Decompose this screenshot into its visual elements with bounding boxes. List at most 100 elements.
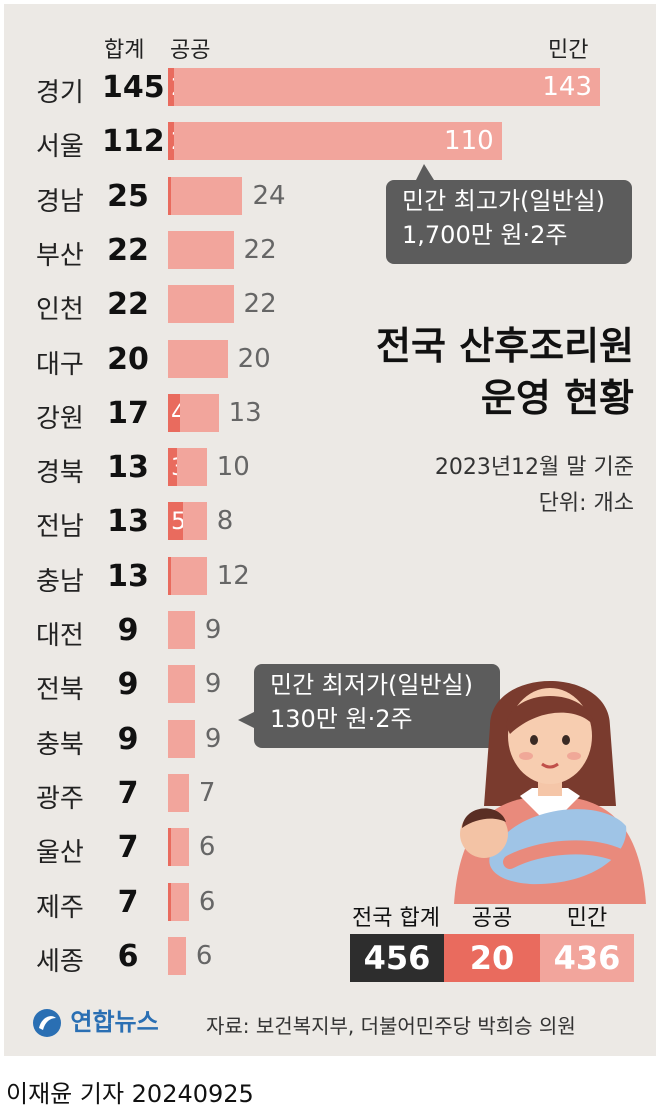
region-label: 충남	[36, 566, 84, 597]
region-label: 제주	[36, 892, 84, 923]
region-label: 광주	[36, 783, 84, 814]
summary-total-box: 456	[350, 934, 444, 982]
region-label: 세종	[36, 946, 84, 977]
header-public: 공공	[170, 38, 211, 63]
bar-private	[170, 176, 243, 215]
bar-private	[168, 719, 195, 758]
private-value-label: 9	[204, 723, 222, 754]
private-value-label: 10	[216, 452, 250, 483]
bar-private	[168, 230, 234, 269]
total-value: 7	[117, 830, 139, 866]
unit-note: 단위: 개소	[538, 491, 634, 516]
bar-private	[170, 556, 207, 595]
callout-max-line1: 민간 최고가(일반실)	[402, 187, 605, 215]
region-label: 경기	[36, 78, 84, 108]
private-value-label: 22	[243, 234, 277, 265]
callout-max-tail	[416, 164, 434, 180]
bar-public	[168, 122, 174, 161]
private-value-label: 20	[237, 343, 271, 374]
bar-public	[168, 393, 180, 432]
private-value-label: 9	[204, 669, 222, 700]
bar-private	[173, 122, 502, 161]
summary-label-private: 민간	[566, 906, 608, 931]
total-value: 9	[117, 667, 139, 703]
private-value-label: 12	[216, 560, 250, 591]
byline: 이재윤 기자 20240925	[6, 1080, 254, 1108]
private-value-label: 24	[252, 180, 286, 211]
private-value-label: 6	[198, 886, 216, 917]
total-value: 7	[117, 884, 139, 920]
total-value: 17	[107, 395, 149, 431]
region-label: 전남	[36, 512, 84, 543]
title-line2: 운영 현황	[480, 376, 634, 420]
bar-private	[173, 68, 600, 106]
title-line1: 전국 산후조리원	[376, 324, 634, 368]
header-total: 합계	[104, 38, 145, 63]
total-value: 145	[102, 70, 165, 105]
bar-private	[170, 828, 189, 867]
logo-text: 연합뉴스	[70, 1008, 159, 1036]
callout-min-tail	[238, 712, 254, 728]
region-label: 충북	[36, 729, 84, 760]
chart-notes: 2023년12월 말 기준 단위: 개소	[435, 450, 634, 522]
total-value: 13	[107, 558, 149, 594]
total-value: 9	[117, 721, 139, 757]
private-value-label: 143	[542, 72, 592, 102]
callout-min-line1: 민간 최저가(일반실)	[270, 671, 473, 699]
summary-public-box: 20	[444, 934, 540, 982]
bar-public	[168, 448, 177, 487]
total-value: 13	[107, 450, 149, 486]
region-label: 대전	[36, 621, 84, 651]
private-value-label: 7	[198, 777, 216, 808]
summary-label-public: 공공	[471, 906, 513, 931]
region-label: 대구	[36, 349, 84, 380]
bar-private	[168, 773, 189, 812]
bar-public	[168, 556, 171, 595]
bar-private	[168, 285, 234, 324]
bar-public	[168, 882, 171, 921]
callout-max-line2: 1,700만 원·2주	[402, 221, 568, 249]
region-label: 울산	[36, 838, 84, 869]
region-label: 경북	[36, 458, 84, 489]
total-value: 7	[117, 775, 139, 811]
total-value: 13	[107, 504, 149, 540]
private-value-label: 22	[243, 289, 277, 320]
total-value: 112	[102, 124, 165, 160]
region-label: 부산	[36, 240, 84, 271]
bar-private	[168, 936, 186, 975]
source-note: 자료: 보건복지부, 더불어민주당 박희승 의원	[206, 1014, 576, 1038]
bar-private	[168, 665, 195, 704]
bar-public	[168, 68, 174, 106]
yonhap-logo-icon	[33, 1009, 61, 1037]
private-value-label: 13	[228, 397, 262, 428]
region-label: 서울	[36, 132, 84, 163]
bar-private	[168, 611, 195, 649]
date-note: 2023년12월 말 기준	[434, 455, 634, 480]
total-value: 25	[107, 178, 149, 214]
bar-private	[176, 448, 207, 487]
summary-private-box: 436	[540, 934, 634, 982]
yonhap-logo: 연합뉴스	[32, 1002, 159, 1038]
bar-private	[168, 339, 228, 378]
total-value: 20	[107, 341, 149, 377]
total-value: 22	[107, 287, 149, 323]
bar-public	[168, 828, 171, 867]
header-private: 민간	[548, 38, 589, 63]
private-value-label: 9	[204, 615, 222, 645]
bar-private	[182, 502, 207, 541]
total-value: 6	[117, 938, 139, 974]
callout-max-price: 민간 최고가(일반실) 1,700만 원·2주	[386, 164, 632, 264]
private-value-label: 8	[216, 506, 234, 537]
bar-public	[168, 176, 171, 215]
mother-baby-illustration	[454, 681, 646, 904]
bar-public	[168, 502, 183, 541]
total-value: 9	[117, 613, 139, 648]
region-label: 인천	[36, 295, 84, 326]
chart-title: 전국 산후조리원 운영 현황	[376, 320, 634, 424]
callout-min-line2: 130만 원·2주	[270, 705, 413, 733]
total-value: 22	[107, 232, 149, 268]
region-label: 경남	[36, 186, 84, 217]
bar-private	[170, 882, 189, 921]
callout-min-price: 민간 최저가(일반실) 130만 원·2주	[238, 664, 500, 748]
private-value-label: 6	[198, 832, 216, 863]
